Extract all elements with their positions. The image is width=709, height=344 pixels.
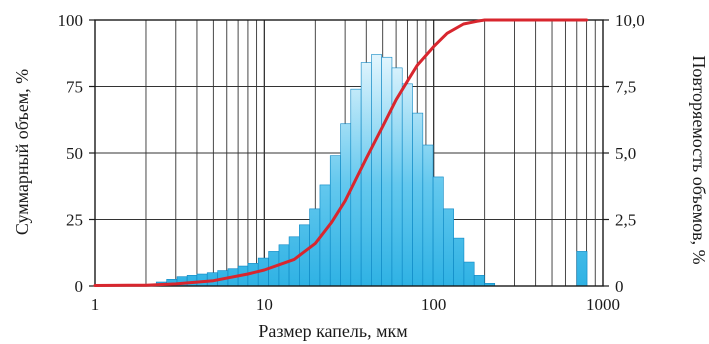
y-left-tick-label: 0 bbox=[75, 277, 84, 296]
x-axis-title: Размер капель, мкм bbox=[258, 321, 407, 341]
y-right-tick-label: 7,5 bbox=[615, 78, 636, 97]
y-right-tick-label: 5,0 bbox=[615, 144, 636, 163]
histogram-bar bbox=[422, 144, 434, 287]
y-left-axis-title: Суммарный объем, % bbox=[12, 69, 32, 235]
y-left-tick-label: 75 bbox=[66, 78, 83, 97]
y-left-tick-label: 25 bbox=[66, 211, 83, 230]
histogram-bar bbox=[463, 261, 475, 287]
y-right-tick-label: 0 bbox=[615, 277, 624, 296]
y-left-tick-label: 100 bbox=[58, 11, 84, 30]
axes bbox=[89, 19, 609, 287]
histogram-bar bbox=[360, 62, 372, 287]
histogram-bar bbox=[432, 176, 444, 287]
x-tick-label: 10 bbox=[256, 295, 273, 314]
histogram-bar bbox=[186, 275, 198, 287]
x-tick-label: 100 bbox=[421, 295, 447, 314]
histogram-bar bbox=[381, 56, 393, 287]
histogram-bars bbox=[145, 54, 588, 287]
cumulative-line-path bbox=[93, 18, 589, 287]
y-right-tick-label: 10,0 bbox=[615, 11, 645, 30]
x-tick-label: 1000 bbox=[586, 295, 620, 314]
histogram-bar bbox=[453, 237, 465, 287]
x-tick-label: 1 bbox=[91, 295, 100, 314]
histogram-bar bbox=[401, 83, 413, 287]
y-right-axis-title: Повторяемость объемов, % bbox=[689, 55, 709, 264]
cumulative-line bbox=[93, 18, 589, 287]
histogram-bar bbox=[371, 54, 382, 287]
histogram-bar bbox=[412, 112, 424, 287]
histogram-bar bbox=[473, 275, 485, 287]
y-right-tick-label: 2,5 bbox=[615, 211, 636, 230]
y-left-tick-label: 50 bbox=[66, 144, 83, 163]
histogram-bar bbox=[443, 208, 454, 287]
histogram-bar bbox=[576, 251, 588, 287]
